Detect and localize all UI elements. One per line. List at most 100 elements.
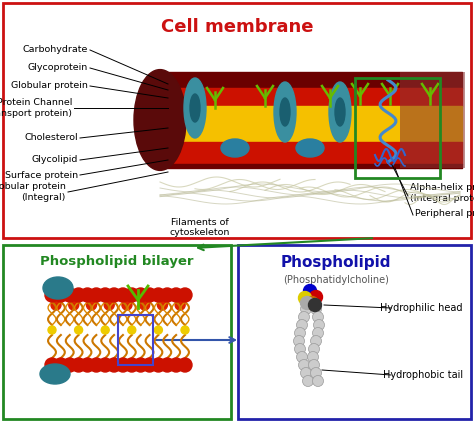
Circle shape	[143, 288, 156, 302]
Ellipse shape	[329, 82, 351, 142]
Circle shape	[294, 344, 306, 354]
Bar	[238, 245, 471, 419]
Bar	[3, 245, 231, 419]
Text: Carbohydrate: Carbohydrate	[23, 46, 88, 54]
Text: Globular protein
(Integral): Globular protein (Integral)	[0, 182, 66, 202]
Circle shape	[301, 368, 311, 379]
Circle shape	[297, 352, 308, 362]
Ellipse shape	[43, 277, 73, 299]
Text: Glycolipid: Glycolipid	[32, 155, 78, 165]
Circle shape	[107, 358, 121, 372]
Circle shape	[310, 290, 322, 303]
Bar	[355, 78, 440, 178]
Text: Hydrophilic head: Hydrophilic head	[381, 303, 463, 313]
Text: Cell membrane: Cell membrane	[161, 18, 313, 36]
Text: Surface protein: Surface protein	[5, 170, 78, 179]
Text: Cholesterol: Cholesterol	[24, 133, 78, 143]
Ellipse shape	[335, 98, 345, 126]
Circle shape	[299, 292, 311, 305]
Circle shape	[72, 288, 86, 302]
Circle shape	[301, 297, 313, 309]
Circle shape	[128, 326, 136, 334]
Circle shape	[312, 327, 323, 338]
Circle shape	[107, 288, 121, 302]
Circle shape	[309, 298, 321, 311]
Ellipse shape	[40, 364, 70, 384]
Circle shape	[312, 311, 323, 322]
Circle shape	[140, 300, 150, 310]
Circle shape	[302, 376, 313, 387]
Circle shape	[306, 297, 319, 309]
Circle shape	[294, 327, 306, 338]
Bar	[118, 315, 153, 365]
Circle shape	[86, 300, 97, 310]
Circle shape	[48, 326, 56, 334]
Circle shape	[308, 352, 319, 362]
Circle shape	[309, 360, 319, 371]
Circle shape	[72, 358, 86, 372]
Circle shape	[151, 288, 165, 302]
Text: (Phosphatidylcholine): (Phosphatidylcholine)	[283, 275, 389, 285]
Circle shape	[310, 335, 321, 346]
Ellipse shape	[221, 139, 249, 157]
Ellipse shape	[296, 139, 324, 157]
Circle shape	[178, 288, 192, 302]
Circle shape	[293, 335, 304, 346]
Circle shape	[169, 288, 183, 302]
Circle shape	[116, 288, 130, 302]
Circle shape	[297, 319, 308, 330]
Bar	[400, 72, 465, 168]
Circle shape	[134, 288, 148, 302]
Ellipse shape	[280, 98, 290, 126]
Circle shape	[122, 300, 132, 310]
Circle shape	[98, 358, 112, 372]
Ellipse shape	[134, 70, 186, 170]
Circle shape	[303, 284, 317, 298]
Ellipse shape	[184, 78, 206, 138]
Circle shape	[125, 358, 139, 372]
Circle shape	[134, 358, 148, 372]
Circle shape	[169, 358, 183, 372]
Text: Phospholipid bilayer: Phospholipid bilayer	[40, 255, 194, 268]
Circle shape	[45, 288, 59, 302]
Circle shape	[89, 288, 103, 302]
Circle shape	[151, 358, 165, 372]
Circle shape	[309, 344, 319, 354]
Circle shape	[313, 319, 325, 330]
Circle shape	[54, 358, 68, 372]
Circle shape	[81, 358, 94, 372]
Text: Protein Channel
(Transport protein): Protein Channel (Transport protein)	[0, 98, 72, 118]
Circle shape	[310, 368, 321, 379]
Circle shape	[160, 288, 174, 302]
Text: Hydrophobic tail: Hydrophobic tail	[383, 370, 463, 380]
Text: Glycoprotein: Glycoprotein	[28, 63, 88, 73]
Circle shape	[299, 360, 310, 371]
Circle shape	[155, 326, 163, 334]
Circle shape	[299, 311, 310, 322]
Circle shape	[175, 300, 185, 310]
Circle shape	[181, 326, 189, 334]
Circle shape	[54, 288, 68, 302]
Circle shape	[74, 326, 82, 334]
Circle shape	[301, 303, 311, 314]
Bar	[3, 3, 471, 238]
Ellipse shape	[274, 82, 296, 142]
Circle shape	[312, 376, 323, 387]
Circle shape	[116, 358, 130, 372]
Circle shape	[143, 358, 156, 372]
Circle shape	[89, 358, 103, 372]
Text: Alpha-helix protein
(Integral protein): Alpha-helix protein (Integral protein)	[410, 183, 474, 203]
Text: Peripheral protein: Peripheral protein	[415, 208, 474, 217]
Circle shape	[310, 303, 321, 314]
Ellipse shape	[190, 94, 200, 122]
Circle shape	[69, 300, 79, 310]
Text: Filaments of
cytoskeleton: Filaments of cytoskeleton	[170, 218, 230, 238]
Circle shape	[63, 358, 77, 372]
Circle shape	[160, 358, 174, 372]
Circle shape	[178, 358, 192, 372]
Circle shape	[157, 300, 167, 310]
Circle shape	[63, 288, 77, 302]
Circle shape	[98, 288, 112, 302]
Text: Globular protein: Globular protein	[11, 81, 88, 90]
Text: Phospholipid: Phospholipid	[281, 255, 391, 270]
